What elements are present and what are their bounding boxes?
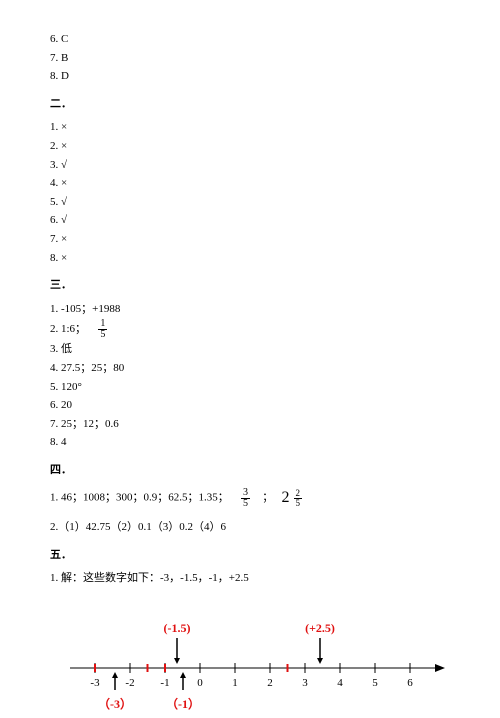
- mixed-whole: 2: [282, 489, 290, 506]
- answer-line: 2. ×: [50, 138, 450, 156]
- answer-line: 8. ×: [50, 250, 450, 268]
- answer-line: 8. 4: [50, 434, 450, 452]
- answer-text: 1. 46；1008；300；0.9；62.5；1.35；: [50, 492, 229, 504]
- answer-line: 1. 46；1008；300；0.9；62.5；1.35； 3 5 ； 2 2 …: [50, 485, 450, 511]
- answer-line: 6. C: [50, 31, 450, 49]
- answer-line: 5. 120°: [50, 379, 450, 397]
- answer-line: 3. 低: [50, 341, 450, 359]
- svg-text:（-3）: （-3）: [98, 696, 132, 711]
- svg-text:1: 1: [232, 677, 238, 689]
- fraction-den: 5: [98, 330, 107, 340]
- answer-line: 5. √: [50, 194, 450, 212]
- fraction: 2 5: [294, 489, 303, 508]
- answer-line: 1. -105；+1988: [50, 301, 450, 319]
- answer-line: 2. 1:6； 1 5: [50, 319, 450, 340]
- fraction: 1 5: [98, 319, 107, 340]
- answer-line: 4. 27.5；25；80: [50, 360, 450, 378]
- fraction-den: 5: [294, 499, 303, 508]
- answer-line: 2.（1）42.75（2）0.1（3）0.2（4）6: [50, 519, 450, 537]
- svg-text:-2: -2: [125, 677, 134, 689]
- svg-text:5: 5: [372, 677, 378, 689]
- section-title-2: 二．: [50, 96, 450, 114]
- answer-text: 2. 1:6；: [50, 321, 86, 339]
- svg-text:(+2.5): (+2.5): [305, 621, 335, 635]
- svg-text:-1: -1: [160, 677, 169, 689]
- section-title-5: 五．: [50, 547, 450, 565]
- svg-text:2: 2: [267, 677, 273, 689]
- answer-line: 6. √: [50, 212, 450, 230]
- answer-line: 4. ×: [50, 175, 450, 193]
- mixed-fraction: 2 2 5: [282, 485, 307, 511]
- answer-line: 6. 20: [50, 397, 450, 415]
- fraction: 3 5: [241, 488, 250, 509]
- answer-line: 3. √: [50, 157, 450, 175]
- svg-text:0: 0: [197, 677, 203, 689]
- svg-text:3: 3: [302, 677, 308, 689]
- answer-line: 8. D: [50, 68, 450, 86]
- answer-line: 1. 解：这些数字如下：-3，-1.5，-1，+2.5: [50, 570, 450, 588]
- answer-line: 1. ×: [50, 119, 450, 137]
- answer-line: 7. ×: [50, 231, 450, 249]
- svg-text:（-1）: （-1）: [166, 696, 200, 711]
- svg-text:-3: -3: [90, 677, 100, 689]
- number-line-svg: -3 -2 -1 0 1 2 3 4 5 6 (-1.5) (+2.5) （-3） （-1）: [60, 608, 460, 718]
- answer-line: 7. B: [50, 50, 450, 68]
- answer-sep: ；: [262, 492, 273, 504]
- fraction-den: 5: [241, 499, 250, 509]
- answer-line: 7. 25；12；0.6: [50, 416, 450, 434]
- svg-text:6: 6: [407, 677, 413, 689]
- section-title-4: 四．: [50, 462, 450, 480]
- section-title-3: 三．: [50, 277, 450, 295]
- svg-text:4: 4: [337, 677, 343, 689]
- number-line: -3 -2 -1 0 1 2 3 4 5 6 (-1.5) (+2.5) （-3） （-1）: [60, 608, 440, 718]
- svg-text:(-1.5): (-1.5): [164, 621, 191, 635]
